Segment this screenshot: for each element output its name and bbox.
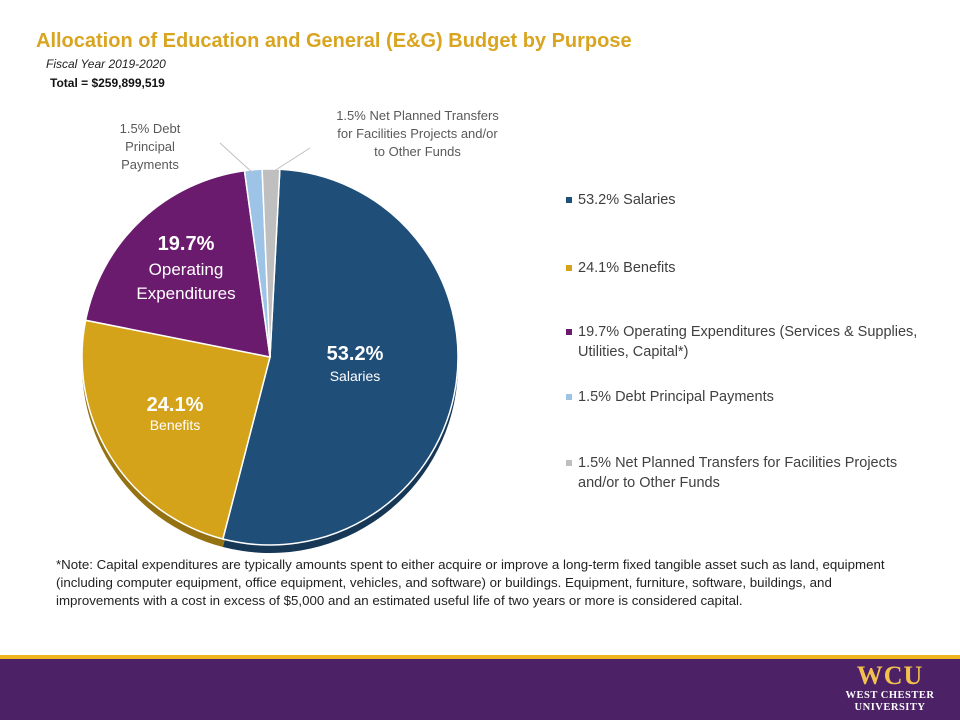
pie-pct-salaries: 53.2% [327, 343, 384, 365]
legend-marker-transfers [566, 460, 572, 466]
logo-line-1: WEST CHESTER [845, 690, 935, 701]
budget-total: Total = $259,899,519 [50, 76, 165, 90]
legend-marker-debt [566, 394, 572, 400]
logo-line-2: UNIVERSITY [854, 702, 926, 713]
pie-slice-benefits [81, 319, 271, 540]
legend-label-benefits: 24.1% Benefits [578, 260, 676, 276]
legend-label-salaries: 53.2% Salaries [578, 192, 676, 208]
pie-inner-label-benefits: Benefits [150, 417, 201, 433]
fiscal-year-subtitle: Fiscal Year 2019-2020 [46, 57, 166, 71]
leader-line-transfers [270, 147, 311, 174]
callout-debt-line-3: Payments [121, 157, 179, 172]
callout-debt-line-1: 1.5% Debt [119, 121, 181, 136]
legend-item-salaries: 53.2% Salaries [566, 190, 676, 210]
callout-transfers-line-2: for Facilities Projects and/or [337, 126, 498, 141]
legend-marker-benefits [566, 265, 572, 271]
pie-slice-operating [84, 169, 271, 358]
callout-transfers: 1.5% Net Planned Transfers for Facilitie… [300, 107, 535, 161]
capital-note: *Note: Capital expenditures are typicall… [56, 557, 885, 608]
wcu-logo: WCU WEST CHESTER UNIVERSITY [842, 662, 938, 718]
callout-debt-line-2: Principal [125, 139, 175, 154]
legend-item-debt: 1.5% Debt Principal Payments [566, 387, 774, 407]
pie-pct-benefits: 24.1% [147, 394, 204, 416]
footer-accent-line [0, 655, 960, 659]
callout-transfers-line-1: 1.5% Net Planned Transfers [336, 108, 499, 123]
footer-band [0, 659, 960, 720]
pie-slice-salaries [221, 168, 459, 546]
pie-inner-label-operating-1: Operating [149, 260, 224, 279]
legend-marker-salaries [566, 197, 572, 203]
callout-transfers-line-3: to Other Funds [374, 144, 461, 159]
legend-item-transfers: 1.5% Net Planned Transfers for Facilitie… [566, 453, 926, 493]
legend-item-operating: 19.7% Operating Expenditures (Services &… [566, 322, 926, 362]
logo-wordmark: WCU [856, 661, 924, 690]
legend-marker-operating [566, 329, 572, 335]
pie-slice-transfers [261, 168, 281, 358]
legend-item-benefits: 24.1% Benefits [566, 258, 676, 278]
callout-debt: 1.5% Debt Principal Payments [100, 120, 200, 174]
legend-label-debt: 1.5% Debt Principal Payments [578, 389, 774, 405]
legend-label-operating: 19.7% Operating Expenditures (Services &… [578, 324, 918, 360]
chart-title: Allocation of Education and General (E&G… [36, 30, 632, 52]
legend-label-transfers: 1.5% Net Planned Transfers for Facilitie… [578, 455, 898, 491]
pie-inner-label-operating-2: Expenditures [136, 284, 235, 303]
pie-pct-operating: 19.7% [158, 233, 215, 255]
pie-inner-label-salaries: Salaries [330, 368, 381, 384]
leader-line-debt [219, 142, 254, 175]
